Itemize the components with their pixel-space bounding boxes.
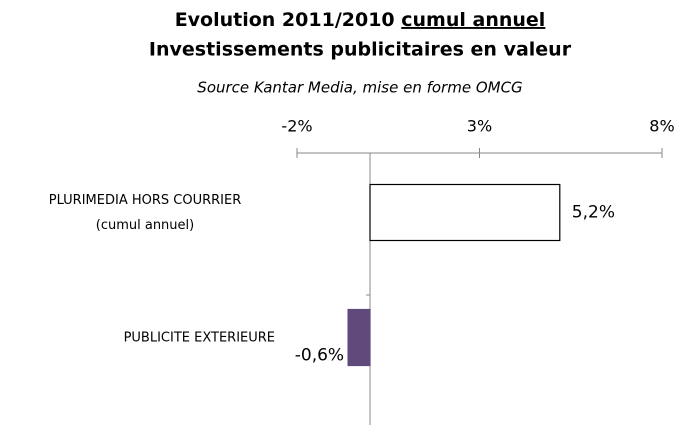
title-emphasis: cumul annuel (401, 9, 545, 31)
chart-subtitle: Investissements publicitaires en valeur (149, 39, 572, 61)
category-label: PLURIMEDIA HORS COURRIER (cumul annuel) (49, 193, 242, 233)
chart-source: Source Kantar Media, mise en forme OMCG (197, 79, 522, 97)
x-tick-label: 3% (467, 117, 492, 136)
value-label: -0,6% (295, 346, 344, 366)
category-line: PUBLICITE EXTERIEURE (124, 330, 275, 345)
value-label: 5,2% (572, 203, 615, 223)
chart-title: Evolution 2011/2010 cumul annuel (175, 9, 546, 31)
title-main: Evolution 2011/2010 (175, 9, 395, 31)
bar (369, 183, 561, 242)
bar (347, 308, 371, 367)
category-label: PUBLICITE EXTERIEURE (124, 330, 275, 345)
category-line: PLURIMEDIA HORS COURRIER (49, 193, 242, 208)
x-tick-label: 8% (649, 117, 674, 136)
x-tick-label: -2% (281, 117, 312, 136)
category-line: (cumul annuel) (96, 218, 194, 233)
